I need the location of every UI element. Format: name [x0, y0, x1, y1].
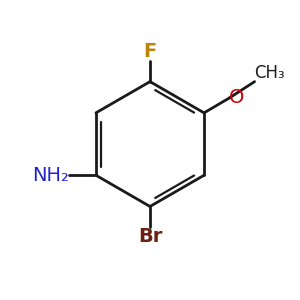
Text: CH₃: CH₃: [255, 64, 285, 82]
Text: Br: Br: [138, 227, 162, 246]
Text: NH₂: NH₂: [32, 166, 69, 185]
Text: O: O: [229, 88, 245, 107]
Text: F: F: [143, 42, 157, 61]
